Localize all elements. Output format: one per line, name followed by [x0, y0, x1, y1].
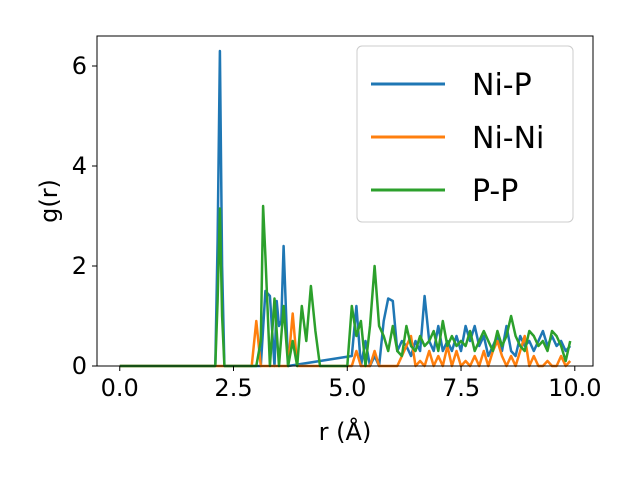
x-tick-label: 2.5 [214, 374, 252, 402]
x-tick-label: 7.5 [442, 374, 480, 402]
x-tick-label: 0.0 [101, 374, 139, 402]
x-tick-label: 5.0 [328, 374, 366, 402]
y-tick-label: 2 [72, 252, 87, 280]
legend-label-p-p: P-P [472, 174, 518, 209]
x-axis: 0.0 2.5 5.0 7.5 10.0 [101, 366, 602, 402]
series-line-p-p [119, 204, 572, 368]
y-axis-label: g(r) [35, 179, 63, 223]
y-tick-label: 4 [72, 152, 87, 180]
legend: Ni-P Ni-Ni P-P [356, 45, 574, 223]
legend-label-ni-ni: Ni-Ni [472, 121, 544, 156]
legend-box [356, 45, 574, 223]
plot-frame [96, 35, 594, 367]
y-tick-label: 0 [72, 352, 87, 380]
y-axis: 0 2 4 6 [72, 52, 97, 380]
legend-label-ni-p: Ni-P [472, 68, 532, 103]
x-tick-label: 10.0 [548, 374, 601, 402]
series-line-ni-p [119, 49, 572, 368]
x-axis-label: r (Å) [319, 417, 372, 446]
y-tick-label: 6 [72, 52, 87, 80]
